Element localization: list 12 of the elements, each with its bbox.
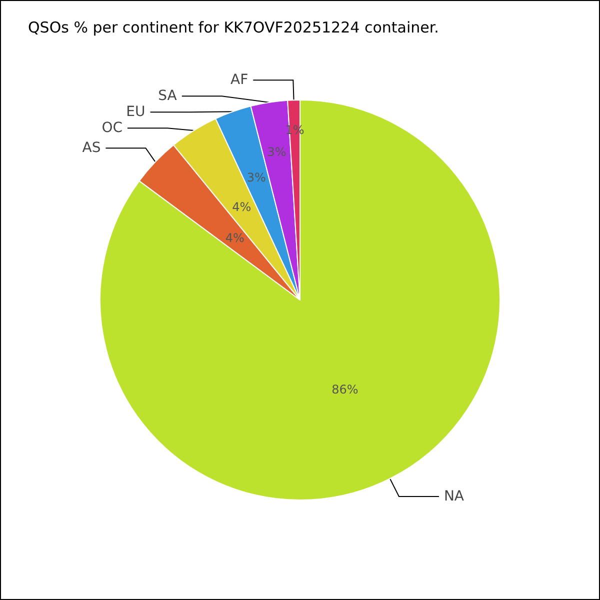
data-label: 3% — [267, 144, 286, 159]
slice-label: NA — [444, 488, 464, 504]
slice-label: OC — [102, 120, 123, 136]
slice-label: EU — [126, 104, 146, 120]
slice-label: SA — [158, 88, 178, 104]
data-label: 4% — [225, 230, 244, 245]
slice-label: AF — [230, 72, 248, 88]
data-label: 86% — [332, 382, 358, 396]
chart-title: QSOs % per continent for KK7OVF20251224 container. — [28, 18, 439, 36]
data-label: 3% — [246, 170, 266, 185]
data-label: 4% — [232, 200, 252, 214]
slice-label: AS — [82, 140, 101, 156]
